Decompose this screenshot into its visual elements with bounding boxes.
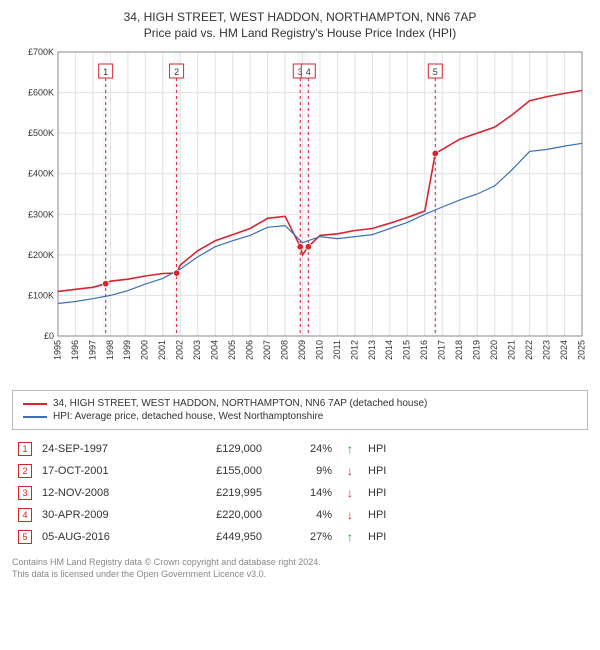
svg-text:2004: 2004 [210,340,220,360]
tx-pct: 27% [272,531,332,543]
svg-text:2009: 2009 [297,340,307,360]
tx-marker: 2 [18,464,32,478]
chart-area: £0 £100K £200K £300K £400K £500K £600K £700K 199… [12,46,588,386]
svg-text:2020: 2020 [489,340,499,360]
arrow-icon: ↑ [342,530,358,544]
legend-item: HPI: Average price, detached house, West… [23,410,577,423]
tx-price: £129,000 [172,443,262,455]
svg-text:2006: 2006 [245,340,255,360]
svg-text:£100K: £100K [28,290,54,300]
svg-text:2014: 2014 [384,340,394,360]
svg-text:2022: 2022 [524,340,534,360]
svg-text:£0: £0 [44,331,54,341]
legend-swatch [23,403,47,405]
tx-pct: 14% [272,487,332,499]
tx-pct: 4% [272,509,332,521]
svg-text:2019: 2019 [472,340,482,360]
title-subtitle: Price paid vs. HM Land Registry's House … [12,26,588,40]
svg-text:£200K: £200K [28,250,54,260]
svg-text:2003: 2003 [192,340,202,360]
svg-text:2011: 2011 [332,340,342,359]
tx-price: £449,950 [172,531,262,543]
tx-date: 12-NOV-2008 [42,487,162,499]
legend: 34, HIGH STREET, WEST HADDON, NORTHAMPTO… [12,390,588,430]
arrow-icon: ↑ [342,442,358,456]
svg-text:4: 4 [306,67,311,77]
tx-price: £155,000 [172,465,262,477]
svg-text:1998: 1998 [105,340,115,360]
svg-text:2024: 2024 [559,340,569,360]
tx-tag: HPI [368,443,398,455]
footer-copyright: Contains HM Land Registry data © Crown c… [12,556,588,568]
svg-text:2025: 2025 [576,340,586,360]
transaction-row: 5 05-AUG-2016 £449,950 27% ↑ HPI [12,526,588,548]
footer-licence: This data is licensed under the Open Gov… [12,568,588,580]
tx-marker: 5 [18,530,32,544]
svg-text:2010: 2010 [314,340,324,360]
svg-text:5: 5 [433,67,438,77]
svg-text:2: 2 [174,67,179,77]
svg-text:1: 1 [103,67,108,77]
svg-text:£500K: £500K [28,128,54,138]
arrow-icon: ↓ [342,464,358,478]
svg-text:2018: 2018 [454,340,464,360]
legend-label: 34, HIGH STREET, WEST HADDON, NORTHAMPTO… [53,398,427,409]
svg-text:2013: 2013 [367,340,377,360]
title-address: 34, HIGH STREET, WEST HADDON, NORTHAMPTO… [12,10,588,24]
svg-text:2000: 2000 [140,340,150,360]
svg-text:2015: 2015 [402,340,412,360]
svg-text:2012: 2012 [349,340,359,360]
transactions-table: 1 24-SEP-1997 £129,000 24% ↑ HPI 2 17-OCT-2001 £… [12,438,588,548]
tx-price: £219,995 [172,487,262,499]
arrow-icon: ↓ [342,486,358,500]
legend-swatch [23,416,47,418]
legend-label: HPI: Average price, detached house, West… [53,411,323,422]
tx-pct: 9% [272,465,332,477]
svg-text:1999: 1999 [122,340,132,360]
svg-text:2017: 2017 [437,340,447,360]
tx-date: 24-SEP-1997 [42,443,162,455]
svg-text:£400K: £400K [28,169,54,179]
svg-text:2005: 2005 [227,340,237,360]
svg-text:2002: 2002 [175,340,185,360]
tx-pct: 24% [272,443,332,455]
arrow-icon: ↓ [342,508,358,522]
transaction-row: 2 17-OCT-2001 £155,000 9% ↓ HPI [12,460,588,482]
legend-item: 34, HIGH STREET, WEST HADDON, NORTHAMPTO… [23,397,577,410]
svg-text:2016: 2016 [419,340,429,360]
svg-text:1997: 1997 [87,340,97,360]
svg-text:2007: 2007 [262,340,272,360]
tx-price: £220,000 [172,509,262,521]
svg-text:£600K: £600K [28,88,54,98]
price-chart: £0 £100K £200K £300K £400K £500K £600K £700K 199… [12,46,588,386]
title-block: 34, HIGH STREET, WEST HADDON, NORTHAMPTO… [12,10,588,40]
tx-tag: HPI [368,465,398,477]
tx-tag: HPI [368,487,398,499]
tx-date: 17-OCT-2001 [42,465,162,477]
root: 34, HIGH STREET, WEST HADDON, NORTHAMPTO… [0,0,600,650]
footer: Contains HM Land Registry data © Crown c… [12,556,588,580]
tx-marker: 4 [18,508,32,522]
tx-tag: HPI [368,531,398,543]
tx-tag: HPI [368,509,398,521]
transaction-row: 1 24-SEP-1997 £129,000 24% ↑ HPI [12,438,588,460]
svg-text:2023: 2023 [541,340,551,360]
svg-text:2008: 2008 [279,340,289,360]
tx-marker: 1 [18,442,32,456]
transaction-row: 3 12-NOV-2008 £219,995 14% ↓ HPI [12,482,588,504]
transaction-row: 4 30-APR-2009 £220,000 4% ↓ HPI [12,504,588,526]
svg-text:1996: 1996 [70,340,80,360]
tx-date: 30-APR-2009 [42,509,162,521]
svg-text:1995: 1995 [52,340,62,360]
svg-text:2021: 2021 [507,340,517,360]
svg-text:£700K: £700K [28,47,54,57]
svg-text:2001: 2001 [157,340,167,360]
svg-text:£300K: £300K [28,209,54,219]
tx-marker: 3 [18,486,32,500]
tx-date: 05-AUG-2016 [42,531,162,543]
